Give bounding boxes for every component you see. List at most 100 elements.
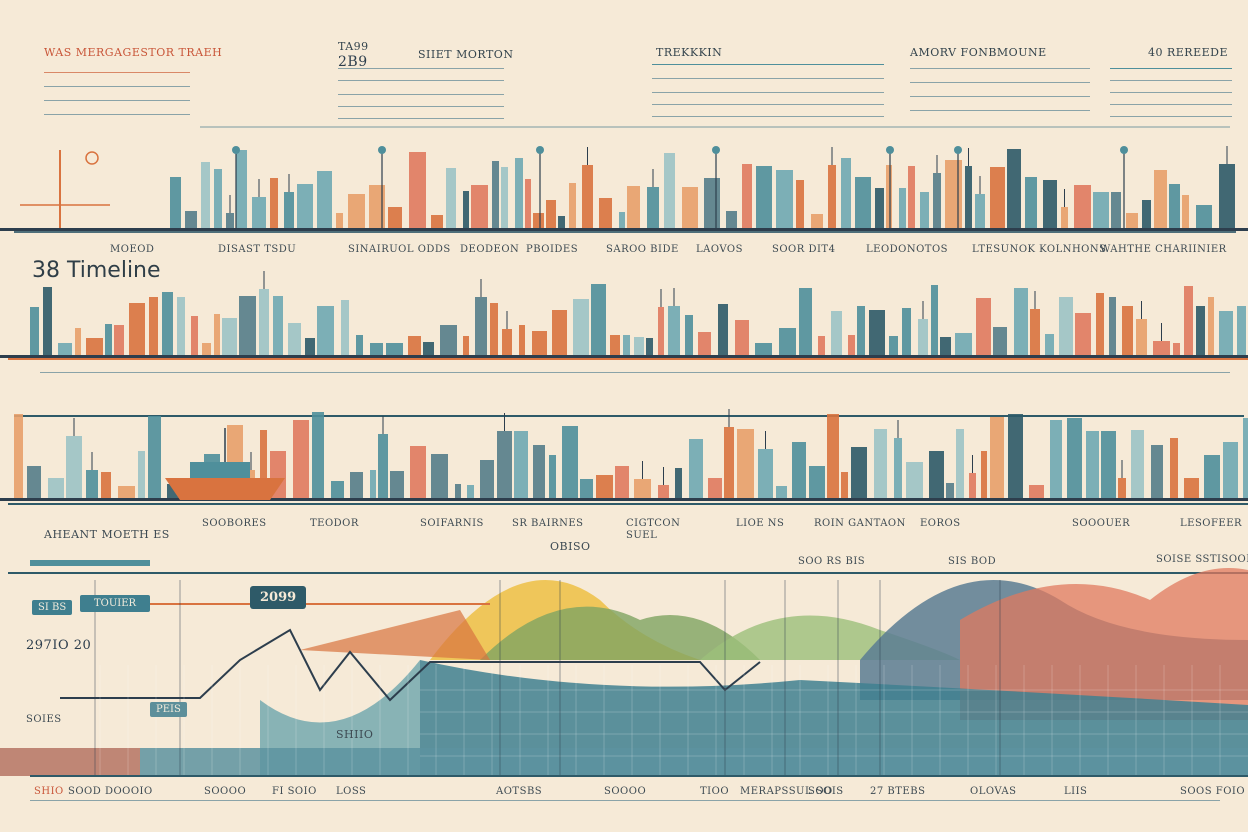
row2-skyline-building — [475, 297, 487, 355]
row1-skyline-ground — [0, 228, 1248, 231]
row3-label: LIOE NS — [736, 518, 785, 529]
row2-skyline-building — [1014, 288, 1028, 355]
row2-skyline-building — [30, 307, 39, 355]
row3-skyline-building — [467, 485, 474, 498]
row3-skyline-building — [1067, 418, 1082, 498]
footer-label: SOOS FOIO — [1180, 786, 1246, 797]
row3-skyline-building — [497, 431, 512, 498]
row1-skyline-building — [558, 216, 565, 228]
row2-skyline-building — [114, 325, 124, 355]
row1-skyline-building — [348, 194, 365, 228]
row2-skyline-building — [658, 307, 664, 355]
row1-label: SINAIRUOL ODDS — [348, 244, 451, 255]
row1-skyline-building — [965, 166, 972, 228]
row2-skyline-building — [1153, 341, 1170, 355]
row2-skyline-building — [1237, 306, 1246, 355]
lamp-head — [954, 146, 962, 154]
footer-label: OLOVAS — [970, 786, 1017, 797]
row1-skyline-building — [501, 167, 508, 228]
row1-skyline-building — [582, 165, 593, 228]
row2-skyline-building — [259, 289, 269, 355]
row3-skyline-building — [533, 445, 545, 498]
row3-skyline-building — [312, 412, 324, 498]
row1-skyline-building — [742, 164, 752, 228]
lamp-head — [536, 146, 544, 154]
row3-skyline-building — [596, 475, 613, 498]
row3-skyline-building — [1204, 455, 1220, 498]
row1-skyline-building — [664, 153, 675, 228]
row1-skyline-building — [811, 214, 823, 228]
row1-skyline-building — [975, 194, 985, 228]
row1-label: LEODONOTOS — [866, 244, 949, 255]
row3-label: TEODOR — [310, 518, 359, 529]
row3-skyline-building — [562, 426, 578, 498]
row2-skyline-building — [779, 328, 796, 355]
mountain-green — [480, 606, 760, 660]
row1-skyline-building — [776, 170, 793, 228]
chart-right-label: SOISE SSTISOOE — [1156, 554, 1248, 565]
row1-skyline-building — [1182, 195, 1189, 228]
row3-skyline-building — [1151, 445, 1163, 498]
row2-skyline-building — [993, 327, 1007, 355]
row1-skyline-building — [1219, 164, 1235, 228]
row3-skyline-building — [480, 460, 494, 498]
row2-skyline-building — [129, 303, 145, 355]
row3-skyline-building — [1008, 414, 1023, 498]
row1-label: SOOR DIT4 — [772, 244, 836, 255]
row1-skyline-building — [388, 207, 402, 228]
row3-skyline-ground — [0, 498, 1248, 501]
row2-skyline-building — [1184, 286, 1193, 355]
row2-skyline-building — [1136, 319, 1147, 355]
row1-skyline-building — [317, 171, 332, 228]
row3-skyline-building — [370, 470, 376, 498]
row3-skyline-building — [827, 414, 839, 498]
lamp-head — [886, 146, 894, 154]
header-col5-title: AMORV FONBMOUNE — [910, 46, 1047, 59]
row3-skyline-building — [410, 446, 426, 498]
row1-skyline-building — [431, 215, 443, 228]
row2-skyline-building — [519, 325, 525, 355]
row2-skyline-building — [685, 315, 693, 355]
chart-low-label: SOIES — [26, 714, 62, 725]
chart-inline-label: SHIIO — [336, 728, 374, 741]
row3-skyline-building — [737, 429, 754, 498]
row1-label: DISAST TSDU — [218, 244, 297, 255]
row2-skyline-building — [634, 337, 644, 355]
chart-box-tourer: TOUIER — [80, 595, 151, 612]
row2-skyline-building — [610, 335, 620, 355]
row3-skyline-building — [455, 484, 461, 498]
row3-skyline-building — [1029, 485, 1044, 498]
row3-skyline-building — [1131, 430, 1144, 498]
row2-skyline-building — [222, 318, 237, 355]
row1-skyline-building — [369, 185, 385, 228]
row3-skyline-building — [27, 466, 41, 498]
row3-skyline-building — [615, 466, 629, 498]
row1-skyline-building — [920, 192, 929, 228]
row3-label: ROIN GANTAON — [814, 518, 906, 529]
row2-skyline-building — [105, 324, 112, 355]
row2-baseline — [8, 358, 1248, 360]
row2-skyline-building — [735, 320, 749, 355]
row2-skyline-building — [718, 304, 728, 355]
row2-skyline-building — [177, 297, 185, 355]
row1-skyline-building — [841, 158, 851, 228]
row1-skyline-building — [647, 187, 659, 228]
row1-skyline-building — [471, 185, 488, 228]
row1-skyline-building — [908, 166, 915, 228]
chart-right-label: SOO RS BIS — [798, 556, 866, 567]
row2-skyline-building — [149, 297, 158, 355]
footer-label: FI SOIO — [272, 786, 317, 797]
sea-bottom-accent — [0, 748, 140, 776]
row1-skyline-building — [1043, 180, 1057, 228]
row3-skyline-building — [431, 454, 448, 498]
row3-skyline-building — [1118, 478, 1126, 498]
row1-skyline-building — [1007, 149, 1021, 228]
row1-skyline-building — [1093, 192, 1109, 228]
row3-skyline-building — [894, 438, 902, 498]
row1-skyline-building — [546, 200, 556, 228]
row1-skyline-building — [201, 162, 210, 228]
row3-skyline-building — [689, 439, 703, 498]
row2-skyline-building — [1219, 311, 1233, 355]
row3-skyline-building — [1050, 420, 1062, 498]
